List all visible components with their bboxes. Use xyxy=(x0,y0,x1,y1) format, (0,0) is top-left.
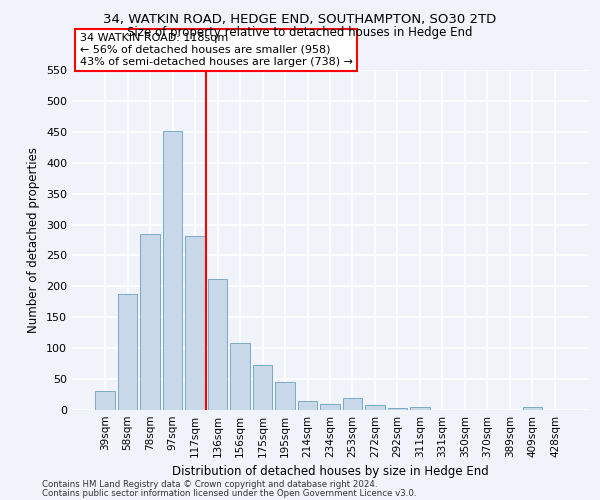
Bar xyxy=(275,382,295,410)
Text: 34, WATKIN ROAD, HEDGE END, SOUTHAMPTON, SO30 2TD: 34, WATKIN ROAD, HEDGE END, SOUTHAMPTON,… xyxy=(103,12,497,26)
Bar xyxy=(410,407,430,410)
Text: 34 WATKIN ROAD: 118sqm
← 56% of detached houses are smaller (958)
43% of semi-de: 34 WATKIN ROAD: 118sqm ← 56% of detached… xyxy=(80,34,353,66)
Bar xyxy=(185,236,205,410)
Bar xyxy=(118,294,137,410)
Bar xyxy=(163,130,182,410)
Bar xyxy=(95,392,115,410)
Text: Contains HM Land Registry data © Crown copyright and database right 2024.: Contains HM Land Registry data © Crown c… xyxy=(42,480,377,489)
Bar xyxy=(343,398,362,410)
Bar xyxy=(365,405,385,410)
Bar xyxy=(208,279,227,410)
Y-axis label: Number of detached properties: Number of detached properties xyxy=(28,147,40,333)
Bar xyxy=(230,343,250,410)
Bar xyxy=(140,234,160,410)
Bar xyxy=(253,366,272,410)
Bar xyxy=(388,408,407,410)
Text: Size of property relative to detached houses in Hedge End: Size of property relative to detached ho… xyxy=(127,26,473,39)
Bar xyxy=(523,407,542,410)
Text: Contains public sector information licensed under the Open Government Licence v3: Contains public sector information licen… xyxy=(42,488,416,498)
X-axis label: Distribution of detached houses by size in Hedge End: Distribution of detached houses by size … xyxy=(172,466,488,478)
Bar xyxy=(298,402,317,410)
Bar xyxy=(320,404,340,410)
